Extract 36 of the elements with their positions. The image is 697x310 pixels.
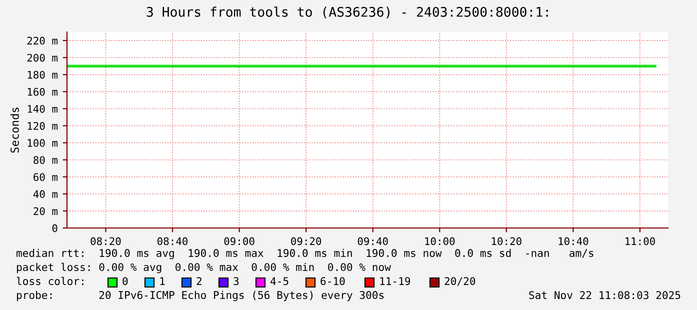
text: 11-19 [380,277,410,286]
text: 3 [234,277,239,286]
text: Sat Nov 22 11:08:03 2025 [529,291,680,300]
x-tick-label: 09:00 [224,237,254,246]
x-tick-label: 10:20 [492,237,522,246]
x-tick-label: 11:00 [626,237,655,246]
x-tick-label: 09:40 [358,237,388,246]
text: loss color: [16,276,84,286]
y-axis-title: Seconds [10,108,19,153]
y-tick-label: 160 m [28,88,58,96]
chart-title: 3 Hours from tools to (AS36236) - 2403:2500:8000:1: [146,6,548,18]
x-tick-label: 08:40 [158,237,188,246]
y-tick-label: 80 m [34,156,58,164]
text: 4-5 [270,277,288,286]
y-tick-label: 120 m [28,122,58,130]
x-tick-label: 09:20 [291,237,322,246]
text: 1 [160,277,165,285]
y-tick-label: 140 m [28,104,58,113]
y-tick-label: 40 m [33,190,58,198]
text: 6-10 [320,277,345,286]
y-tick-label: 100 m [28,139,58,147]
y-tick-label: 180 m [28,70,58,79]
text: packet loss: 0.00 % avg 0.00 % max 0.00 % min 0.00 % now [16,262,391,274]
y-tick-label: 220 m [27,36,58,45]
x-tick-label: 08:20 [90,237,121,246]
text: 20/20 [444,277,476,286]
text: 0 [122,277,128,286]
y-tick-label: 20 m [34,207,58,216]
y-tick-label: 200 m [27,54,58,62]
x-tick-label: 10:40 [558,237,588,246]
y-tick-label: 60 m [34,173,58,182]
text: median rtt: 190.0 ms avg 190.0 ms max 190.0 ms min 190.0 ms now 0.0 ms sd -nan am/s [16,248,594,260]
y-tick-label: 0 [52,224,58,232]
text: 2 [196,277,202,285]
x-tick-label: 10:00 [425,237,455,246]
text: probe: 20 IPv6-ICMP Echo Pings (56 Bytes) every 300s [16,290,384,302]
